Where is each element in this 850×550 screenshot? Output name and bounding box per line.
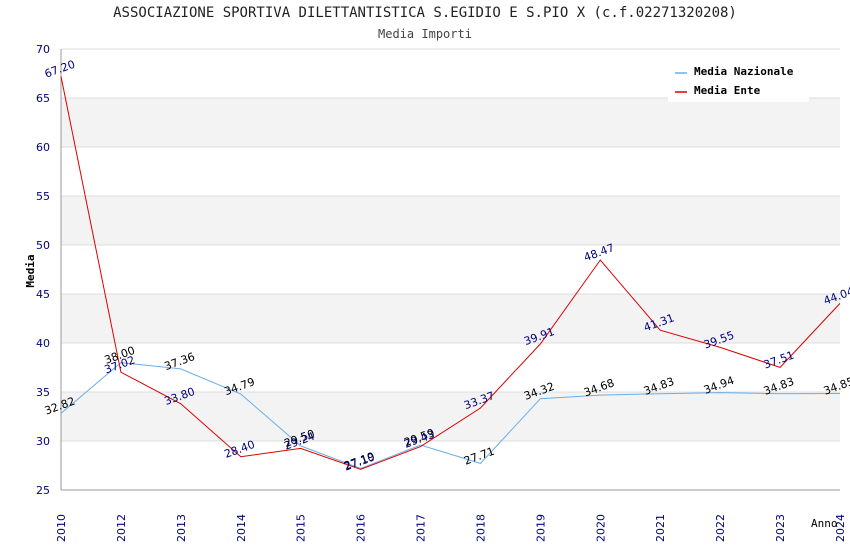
plot-band — [61, 147, 840, 196]
y-tick-label: 60 — [36, 141, 50, 154]
x-tick-label: 2021 — [654, 514, 667, 542]
y-tick-label: 55 — [36, 190, 50, 203]
x-tick-label: 2013 — [175, 514, 188, 542]
x-tick-label: 2010 — [55, 514, 68, 542]
legend-label-nazionale: Media Nazionale — [694, 65, 794, 78]
series-line-ente — [60, 76, 841, 470]
x-tick-label: 2012 — [115, 514, 128, 542]
plot-band — [61, 441, 840, 490]
y-axis-ticks: 25 30 35 40 45 50 55 60 65 70 — [36, 43, 50, 497]
plot-band — [61, 196, 840, 245]
chart-subtitle: Media Importi — [378, 27, 472, 41]
plot-background — [61, 49, 840, 490]
plot-band — [61, 343, 840, 392]
x-tick-label: 2024 — [834, 514, 847, 542]
y-tick-label: 50 — [36, 239, 50, 252]
x-axis-ticks: 2010 2012 2013 2014 2015 2016 2017 2018 2019 2020… — [55, 514, 847, 542]
y-tick-label: 45 — [36, 288, 50, 301]
x-tick-label: 2019 — [534, 514, 547, 542]
x-tick-label: 2023 — [774, 514, 787, 542]
x-tick-label: 2014 — [235, 514, 248, 542]
x-tick-label: 2018 — [474, 514, 487, 542]
legend-background — [668, 58, 809, 102]
x-tick-label: 2015 — [295, 514, 308, 542]
series-lines — [60, 76, 841, 470]
y-axis-title: Media — [24, 254, 37, 287]
gridlines — [60, 48, 840, 491]
series-line-nazionale — [60, 362, 841, 470]
y-tick-label: 25 — [36, 484, 50, 497]
x-tick-label: 2016 — [355, 514, 368, 542]
x-tick-label: 2017 — [415, 514, 428, 542]
plot-band — [61, 245, 840, 294]
y-tick-label: 35 — [36, 386, 50, 399]
y-tick-label: 65 — [36, 92, 50, 105]
legend: Media Nazionale Media Ente — [668, 58, 809, 102]
x-tick-label: 2020 — [594, 514, 607, 542]
chart-title: ASSOCIAZIONE SPORTIVA DILETTANTISTICA S.… — [113, 5, 737, 21]
y-tick-label: 70 — [36, 43, 50, 56]
y-tick-label: 40 — [36, 337, 50, 350]
y-tick-label: 30 — [36, 435, 50, 448]
x-axis-title: Anno — [811, 517, 838, 530]
plot-band — [61, 98, 840, 147]
plot-band — [61, 294, 840, 343]
x-tick-label: 2022 — [714, 514, 727, 542]
legend-label-ente: Media Ente — [694, 84, 761, 97]
plot-band — [61, 392, 840, 441]
